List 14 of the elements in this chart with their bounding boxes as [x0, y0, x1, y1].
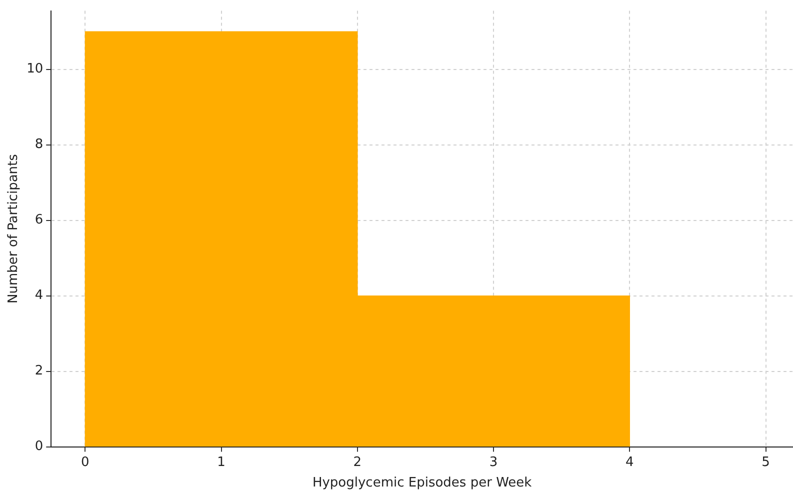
x-tick-label: 0 — [81, 454, 90, 470]
y-axis-title: Number of Participants — [6, 154, 22, 304]
y-tick-label: 8 — [34, 137, 44, 152]
x-tick-label: 1 — [217, 454, 226, 470]
y-tick-label: 4 — [34, 288, 44, 304]
x-axis-title: Hypoglycemic Episodes per Week — [312, 476, 532, 491]
x-tick-label: 5 — [762, 454, 770, 470]
y-tick-label: 0 — [34, 439, 44, 454]
x-tick-label: 4 — [626, 454, 634, 470]
y-tick-label: 6 — [34, 212, 44, 228]
x-tick-label: 2 — [353, 454, 362, 470]
y-tick-label: 2 — [34, 364, 44, 379]
y-tick-label: 10 — [26, 62, 44, 77]
x-tick-label: 3 — [489, 454, 498, 470]
